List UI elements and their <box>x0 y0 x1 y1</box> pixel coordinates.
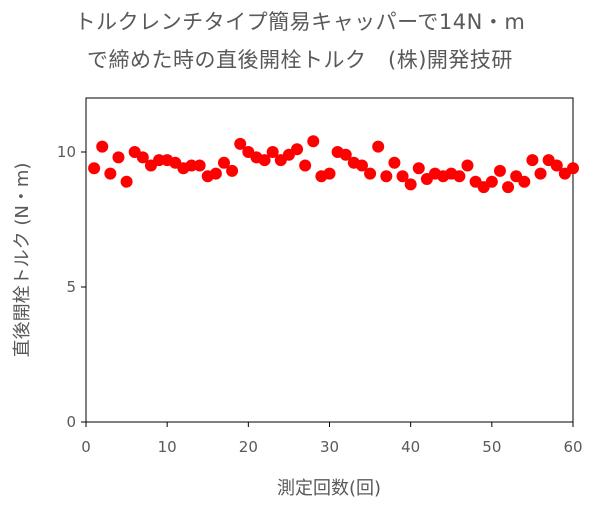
y-tick-label: 5 <box>66 278 76 296</box>
data-point <box>380 170 393 183</box>
data-point <box>534 167 547 180</box>
data-point <box>526 154 539 167</box>
chart-title-line-1: トルクレンチタイプ簡易キャッパーで14N・m <box>74 10 526 34</box>
data-point <box>112 151 125 164</box>
data-point <box>193 159 206 172</box>
data-point <box>104 167 117 180</box>
data-point <box>291 143 304 156</box>
data-point <box>266 146 279 158</box>
data-point <box>364 167 377 180</box>
data-point <box>518 175 531 188</box>
data-point <box>502 181 515 194</box>
x-tick-label: 0 <box>81 438 91 456</box>
data-point <box>493 164 506 177</box>
data-point <box>120 175 133 188</box>
data-point <box>88 162 101 175</box>
data-point <box>217 156 230 169</box>
data-point <box>355 159 368 172</box>
x-tick-label: 40 <box>401 438 420 456</box>
data-point <box>550 159 563 172</box>
data-point <box>234 137 247 150</box>
y-tick-label: 0 <box>66 413 76 431</box>
data-point <box>404 178 417 191</box>
y-axis-ticks: 0 5 10 <box>57 143 86 431</box>
chart-title-line-2: で締めた時の直後開栓トルク (株)開発技研 <box>87 48 513 72</box>
data-points <box>88 135 579 194</box>
x-tick-label: 10 <box>158 438 177 456</box>
data-point <box>323 167 336 180</box>
data-point <box>453 170 466 183</box>
x-axis-ticks: 0 10 20 30 40 50 60 <box>81 422 583 456</box>
data-point <box>258 154 271 167</box>
plot-area-border <box>85 97 574 423</box>
data-point <box>396 170 409 183</box>
data-point <box>461 159 474 172</box>
x-tick-label: 50 <box>482 438 501 456</box>
data-point <box>307 135 320 148</box>
x-tick-label: 20 <box>239 438 258 456</box>
y-axis-title: 直後開栓トルク (N・m) <box>12 163 33 358</box>
y-tick-label: 10 <box>57 143 76 161</box>
data-point <box>412 162 425 175</box>
x-axis-title: 測定回数(回) <box>277 478 381 499</box>
data-point <box>136 151 149 164</box>
x-tick-label: 60 <box>563 438 582 456</box>
data-point <box>96 140 109 153</box>
data-point <box>226 164 239 177</box>
data-point <box>209 167 222 180</box>
data-point <box>372 140 385 153</box>
data-point <box>299 159 312 172</box>
data-point <box>567 162 579 175</box>
data-point <box>339 148 352 161</box>
x-tick-label: 30 <box>320 438 339 456</box>
data-point <box>485 175 498 188</box>
data-point <box>388 156 401 169</box>
